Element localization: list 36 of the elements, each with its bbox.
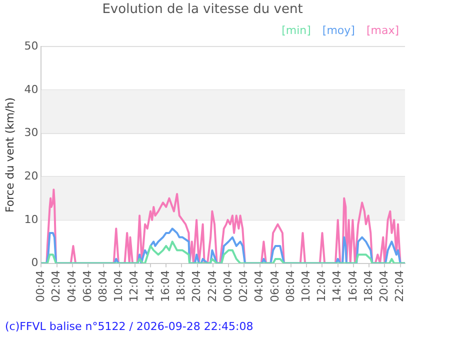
x-tick-label: 10:04	[299, 270, 312, 302]
x-tick-label: 00:04	[221, 270, 234, 302]
x-tick-label: 14:04	[143, 270, 156, 302]
x-tick-label: 18:04	[362, 270, 375, 302]
y-tick-label: 50	[24, 39, 38, 52]
x-tick-label: 20:04	[190, 270, 204, 302]
x-tick-label: 06:04	[268, 270, 282, 302]
x-tick-label: 14:04	[330, 270, 344, 302]
y-tick-label: 20	[24, 169, 38, 182]
x-tick-label: 08:04	[96, 270, 110, 302]
x-tick-label: 12:04	[128, 270, 141, 302]
x-tick-label: 02:04	[50, 270, 63, 302]
chart-title: Evolution de la vitesse du vent	[102, 2, 303, 18]
x-tick-label: 04:04	[252, 270, 266, 302]
x-tick-label: 10:04	[112, 270, 126, 302]
y-tick-label: 40	[24, 82, 38, 96]
x-tick-label: 00:04	[34, 270, 48, 302]
y-tick-label: 10	[24, 212, 38, 226]
text: (c)FFVL balise n°5122 / 2026-09-28 22:45:08	[5, 320, 254, 333]
text: [min]	[282, 24, 311, 37]
x-tick-label: 20:04	[378, 270, 391, 302]
y-tick-label: 0	[31, 256, 38, 270]
x-tick-label: 06:04	[80, 270, 94, 302]
text: [max]	[366, 24, 400, 37]
y-tick-label: 30	[24, 126, 38, 140]
x-tick-label: 08:04	[284, 270, 297, 302]
x-tick-label: 16:04	[158, 270, 172, 302]
x-tick-label: 18:04	[174, 270, 188, 302]
x-tick-label: 22:04	[393, 270, 406, 302]
x-tick-label: 12:04	[315, 270, 328, 302]
x-tick-label: 22:04	[206, 270, 219, 302]
text: [moy]	[322, 24, 355, 37]
x-tick-label: 16:04	[346, 270, 360, 302]
x-tick-label: 02:04	[237, 270, 250, 302]
x-tick-label: 04:04	[65, 270, 78, 302]
y-axis-title: Force du vent (km/h)	[3, 97, 16, 213]
